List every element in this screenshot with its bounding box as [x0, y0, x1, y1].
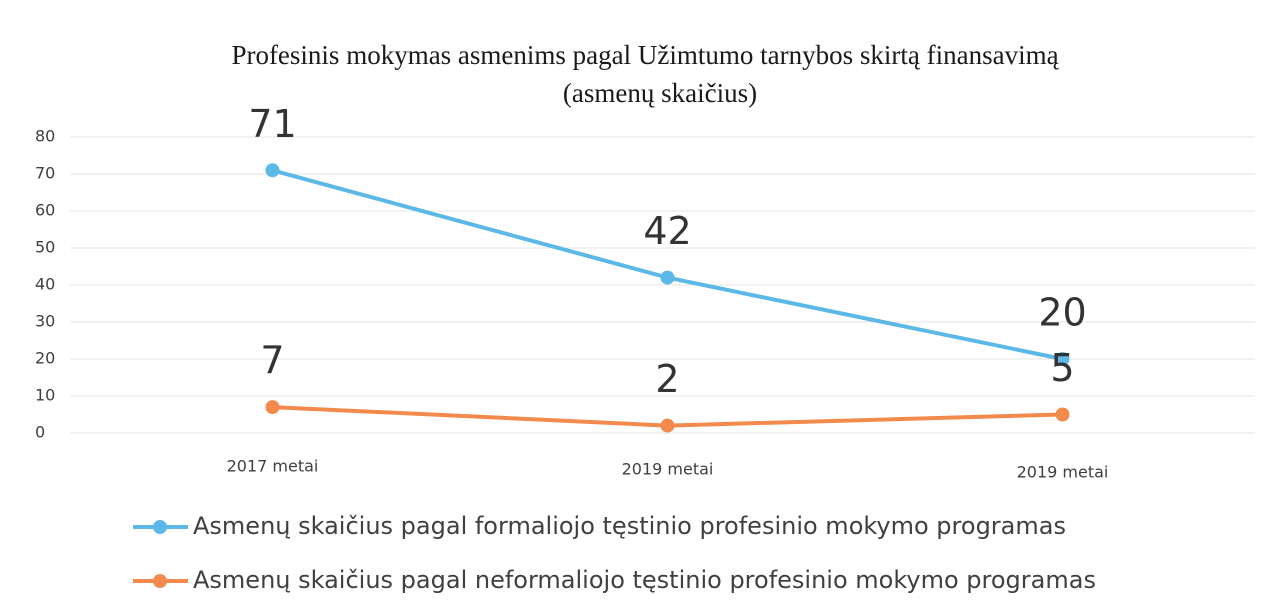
point: [265, 163, 280, 178]
y-tick-label: 40: [35, 275, 55, 294]
y-tick-label: 60: [35, 201, 55, 220]
data-label: 42: [643, 209, 691, 253]
x-tick-label: 2019 metai: [1017, 463, 1109, 482]
legend-label: Asmenų skaičius pagal formaliojo tęstini…: [193, 512, 1066, 540]
legend-label: Asmenų skaičius pagal neformaliojo tęsti…: [193, 566, 1096, 594]
y-tick-label: 10: [35, 386, 55, 405]
y-tick-label: 70: [35, 164, 55, 183]
y-tick-label: 30: [35, 312, 55, 331]
point: [660, 270, 675, 285]
point: [1055, 352, 1070, 366]
data-label: 2: [655, 357, 679, 401]
point: [1055, 407, 1070, 422]
y-tick-label: 20: [35, 349, 55, 368]
data-label: 5: [1050, 346, 1074, 390]
y-tick-label: 80: [35, 127, 55, 146]
legend-marker: [153, 574, 167, 588]
point: [265, 400, 280, 415]
data-label: 71: [248, 102, 296, 146]
y-tick-label: 0: [35, 423, 45, 442]
y-tick-label: 50: [35, 238, 55, 257]
chart-subtitle: (asmenų skaičius): [563, 78, 757, 108]
point: [660, 418, 675, 433]
chart-title: Profesinis mokymas asmenims pagal Užimtu…: [231, 40, 1059, 70]
series-line: [271, 168, 1063, 361]
data-label: 20: [1038, 291, 1086, 335]
data-label: 7: [260, 339, 284, 383]
legend-marker: [153, 520, 167, 534]
x-tick-label: 2017 metai: [227, 457, 319, 476]
x-tick-label: 2019 metai: [622, 460, 714, 479]
